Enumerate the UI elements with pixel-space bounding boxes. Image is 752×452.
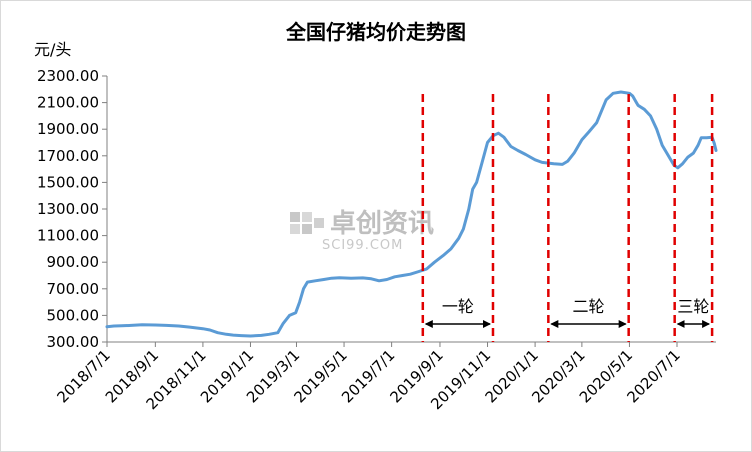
- y-tick-label: 700.00: [47, 280, 100, 298]
- round-label: 一轮: [442, 297, 474, 316]
- y-tick-label: 900.00: [47, 253, 100, 271]
- y-tick-label: 1700.00: [37, 147, 99, 165]
- y-tick-label: 2100.00: [37, 94, 99, 112]
- price-series-line: [105, 90, 718, 338]
- y-unit-label: 元/头: [34, 40, 72, 59]
- watermark-subtext: SCI99.COM: [322, 238, 403, 253]
- watermark: 卓创资讯 SCI99.COM: [290, 209, 434, 253]
- y-tick-label: 2300.00: [37, 67, 99, 85]
- watermark-text: 卓创资讯: [330, 209, 434, 239]
- round-label: 二轮: [572, 297, 604, 316]
- y-tick-label: 1900.00: [37, 120, 99, 138]
- y-tick-label: 300.00: [47, 333, 100, 351]
- y-tick-label: 1500.00: [37, 173, 99, 191]
- y-tick-label: 500.00: [47, 306, 100, 324]
- y-tick-label: 1100.00: [37, 227, 99, 245]
- y-tick-label: 1300.00: [37, 200, 99, 218]
- watermark-logo-icon: [290, 212, 324, 234]
- round-label: 三轮: [677, 297, 709, 316]
- chart-title: 全国仔猪均价走势图: [286, 20, 466, 44]
